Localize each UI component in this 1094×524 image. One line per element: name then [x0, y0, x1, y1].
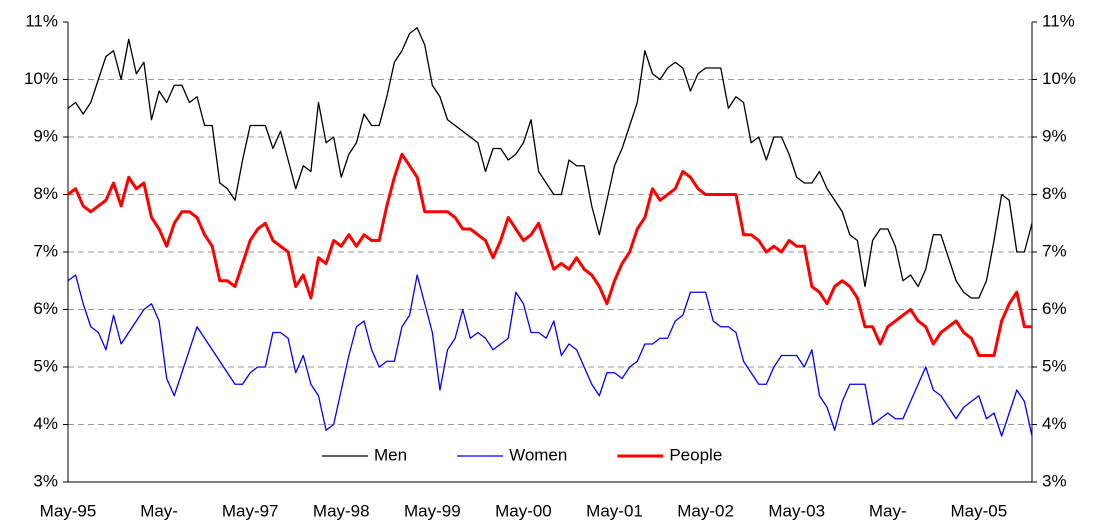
x-tick-label: May-03: [768, 501, 825, 520]
y-tick-label: 9%: [33, 126, 58, 145]
y2-tick-label: 3%: [1042, 471, 1067, 490]
x-tick-label: May-97: [222, 501, 279, 520]
x-tick-label: May-05: [951, 501, 1008, 520]
y-tick-label: 4%: [33, 414, 58, 433]
legend-label: Women: [509, 445, 567, 464]
y-tick-label: 3%: [33, 471, 58, 490]
x-tick-label: May-95: [40, 501, 97, 520]
y2-tick-label: 10%: [1042, 69, 1076, 88]
y2-tick-label: 11%: [1042, 11, 1075, 30]
legend-label: Men: [374, 445, 407, 464]
series-line: [67, 27, 1033, 299]
series-line: [67, 274, 1033, 437]
series-line: [67, 152, 1032, 357]
y-tick-label: 8%: [33, 184, 58, 203]
y-tick-label: 11%: [25, 11, 58, 30]
y-tick-label: 10%: [24, 69, 58, 88]
legend-label: People: [669, 445, 722, 464]
x-tick-label: May-98: [313, 501, 370, 520]
y2-tick-label: 7%: [1042, 241, 1067, 260]
y-tick-label: 5%: [33, 356, 58, 375]
y2-tick-label: 6%: [1042, 299, 1067, 318]
x-tick-label: May-02: [677, 501, 734, 520]
x-tick-label: May-99: [404, 501, 461, 520]
x-tick-label: May-: [869, 501, 907, 520]
y2-tick-label: 8%: [1042, 184, 1067, 203]
y2-tick-label: 4%: [1042, 414, 1067, 433]
y2-tick-label: 9%: [1042, 126, 1067, 145]
y2-tick-label: 5%: [1042, 356, 1067, 375]
x-tick-label: May-00: [495, 501, 552, 520]
y-tick-label: 6%: [33, 299, 58, 318]
x-tick-label: May-01: [586, 501, 643, 520]
x-tick-label: May-: [140, 501, 178, 520]
y-tick-label: 7%: [33, 241, 58, 260]
